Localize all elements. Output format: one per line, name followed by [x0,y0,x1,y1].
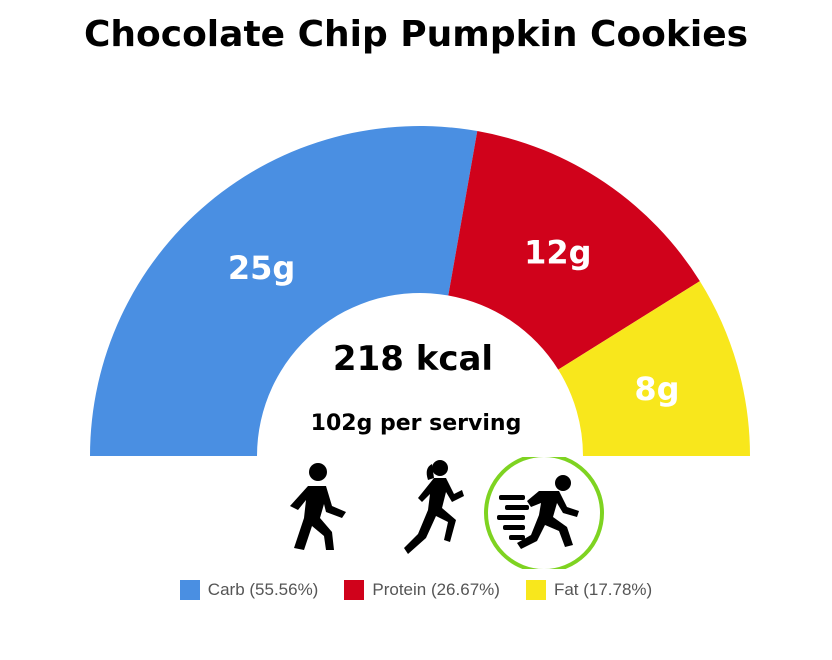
legend-swatch-fat [525,580,546,600]
chart-legend: Carb (55.56%) Protein (26.67%) Fat (17.7… [0,580,832,600]
legend-label-carb: Carb (55.56%) [207,580,319,599]
legend-label-fat: Fat (17.78%) [553,580,653,599]
legend-item-carb: Carb (55.56%) [179,580,319,600]
walking-icon [290,463,346,550]
slice-label-carb: 25g [228,249,295,287]
slice-fat [558,281,750,456]
legend-label-protein: Protein (26.67%) [372,580,500,599]
slice-label-fat: 8g [634,370,679,408]
chart-title: Chocolate Chip Pumpkin Cookies [83,14,749,55]
legend-swatch-protein [344,580,365,600]
jogging-icon [404,460,464,554]
legend-swatch-carb [179,580,200,600]
serving-size-label: 102g per serving [311,411,522,436]
legend-item-protein: Protein (26.67%) [344,580,500,600]
calories-label: 218 kcal [333,339,493,379]
legend-item-fat: Fat (17.78%) [525,580,653,600]
running-icon [484,457,604,569]
slice-protein [448,131,700,370]
slice-carb [90,126,478,457]
slice-label-protein: 12g [524,234,591,272]
